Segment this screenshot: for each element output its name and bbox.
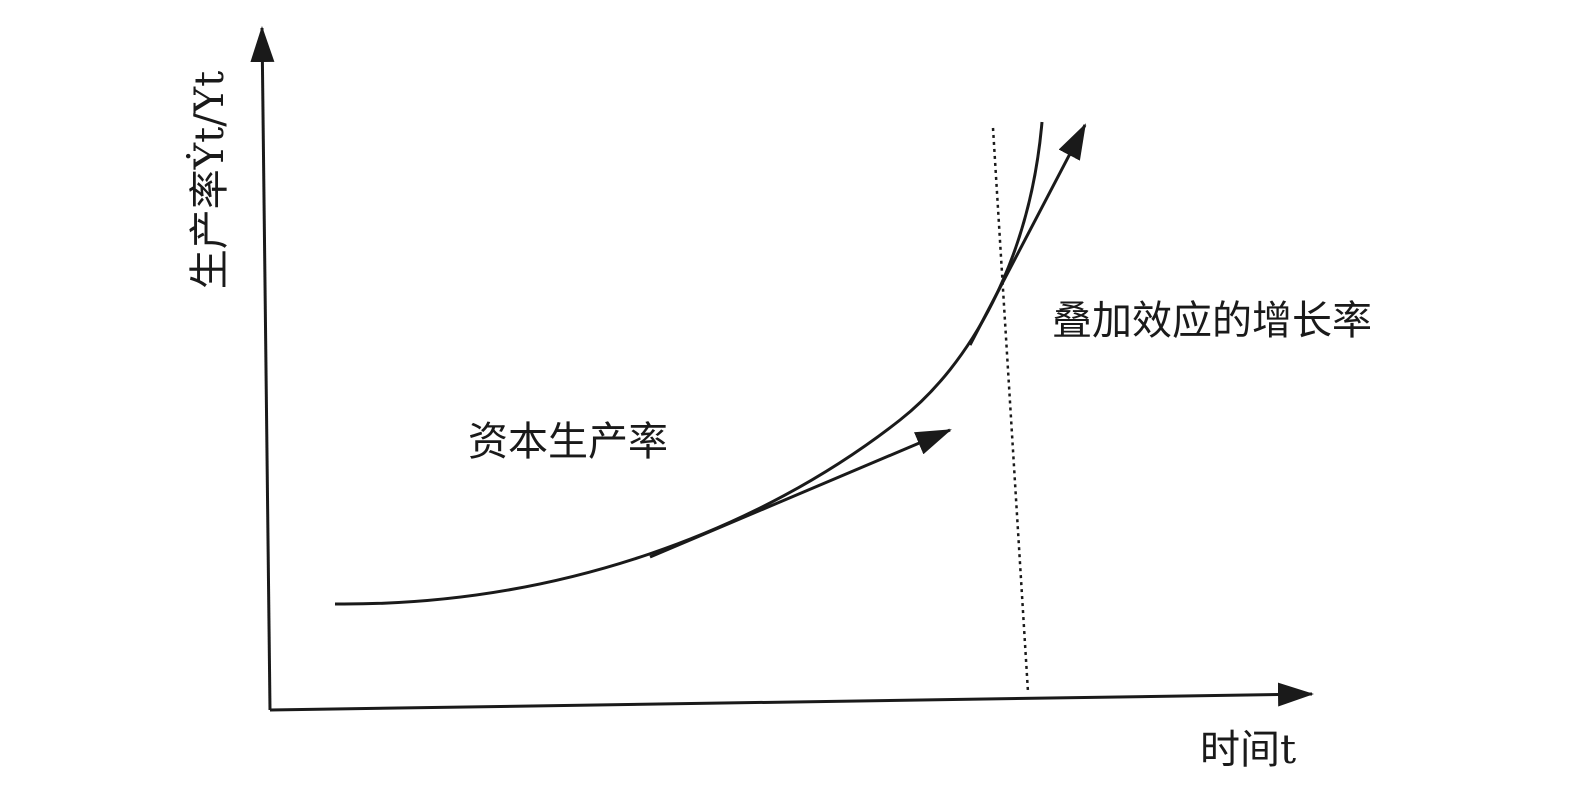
x-axis xyxy=(269,682,1314,712)
y-axis-label: 生产率Ẏt/Yt xyxy=(187,70,233,290)
x-axis-label: 时间t xyxy=(1200,727,1297,773)
tangent-label: 叠加效应的增长率 xyxy=(1052,298,1372,344)
productivity-curve xyxy=(334,121,1044,606)
tangent-arrow-low xyxy=(649,428,952,559)
y-axis xyxy=(250,26,275,711)
tangent-arrow-high xyxy=(968,123,1087,346)
dotted-guide-line xyxy=(991,127,1030,693)
curve-label: 资本生产率 xyxy=(468,419,668,465)
